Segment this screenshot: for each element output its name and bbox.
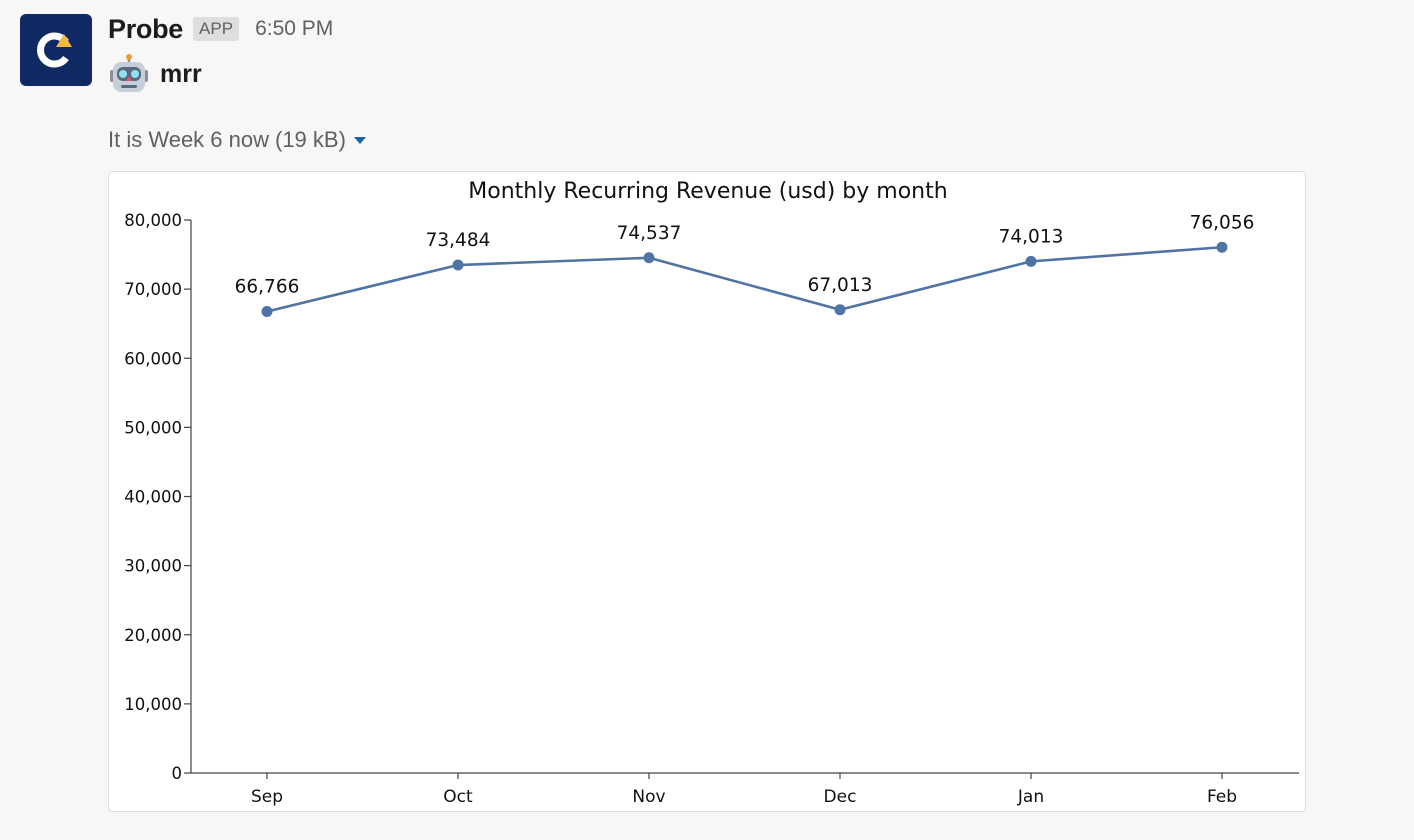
chart-attachment[interactable]: Monthly Recurring Revenue (usd) by month… [108, 171, 1306, 812]
y-tick-label: 50,000 [124, 418, 182, 437]
y-tick-label: 20,000 [124, 626, 182, 645]
data-point [1216, 241, 1228, 253]
data-point [261, 305, 273, 317]
x-tick-label: Oct [443, 787, 473, 807]
message-text: mrr [160, 59, 202, 88]
x-tick-label: Feb [1207, 787, 1237, 807]
y-tick-label: 30,000 [124, 557, 182, 576]
app-badge: APP [193, 17, 240, 41]
y-tick-label: 70,000 [124, 280, 182, 299]
attachment-title[interactable]: It is Week 6 now [108, 127, 269, 152]
series-line [266, 245, 1223, 313]
data-label: 74,537 [617, 223, 682, 244]
x-tick-label: Nov [632, 787, 665, 807]
timestamp[interactable]: 6:50 PM [255, 17, 334, 40]
mrr-line-chart: Monthly Recurring Revenue (usd) by month… [124, 179, 1299, 807]
x-tick-label: Dec [824, 787, 857, 807]
attachment-size: (19 kB) [275, 127, 346, 152]
data-label: 67,013 [808, 275, 873, 296]
data-label: 76,056 [1190, 212, 1255, 233]
y-tick-label: 60,000 [124, 349, 182, 368]
y-axis: 0 10,000 20,000 30,000 40,000 50,000 60,000 70,… [124, 211, 192, 783]
data-point [643, 252, 655, 264]
data-label: 66,766 [235, 276, 300, 297]
x-axis: Sep Oct Nov Dec Jan Feb [191, 772, 1299, 807]
data-point [834, 304, 846, 316]
caret-down-icon[interactable] [353, 136, 366, 144]
data-point [452, 259, 464, 271]
data-label: 73,484 [426, 230, 491, 251]
message-header: Probe APP 6:50 PM [108, 12, 333, 46]
chart-series: 66,766 73,484 74,537 67,013 74,013 76,056 [235, 212, 1255, 317]
probe-logo-icon [37, 32, 72, 68]
x-tick-label: Sep [251, 787, 283, 807]
sender-name[interactable]: Probe [108, 13, 184, 44]
y-tick-label: 10,000 [124, 695, 182, 714]
robot-face-icon [110, 54, 148, 92]
attachment-header[interactable]: It is Week 6 now (19 kB) [108, 127, 366, 153]
y-tick-label: 40,000 [124, 488, 182, 507]
data-point [1025, 255, 1037, 267]
chart-title: Monthly Recurring Revenue (usd) by month [468, 179, 947, 204]
avatar[interactable] [20, 14, 92, 86]
y-tick-label: 80,000 [124, 211, 182, 230]
x-tick-label: Jan [1017, 787, 1044, 807]
message-body: mrr [108, 54, 202, 94]
data-label: 74,013 [999, 226, 1064, 247]
y-tick-label: 0 [172, 764, 183, 783]
